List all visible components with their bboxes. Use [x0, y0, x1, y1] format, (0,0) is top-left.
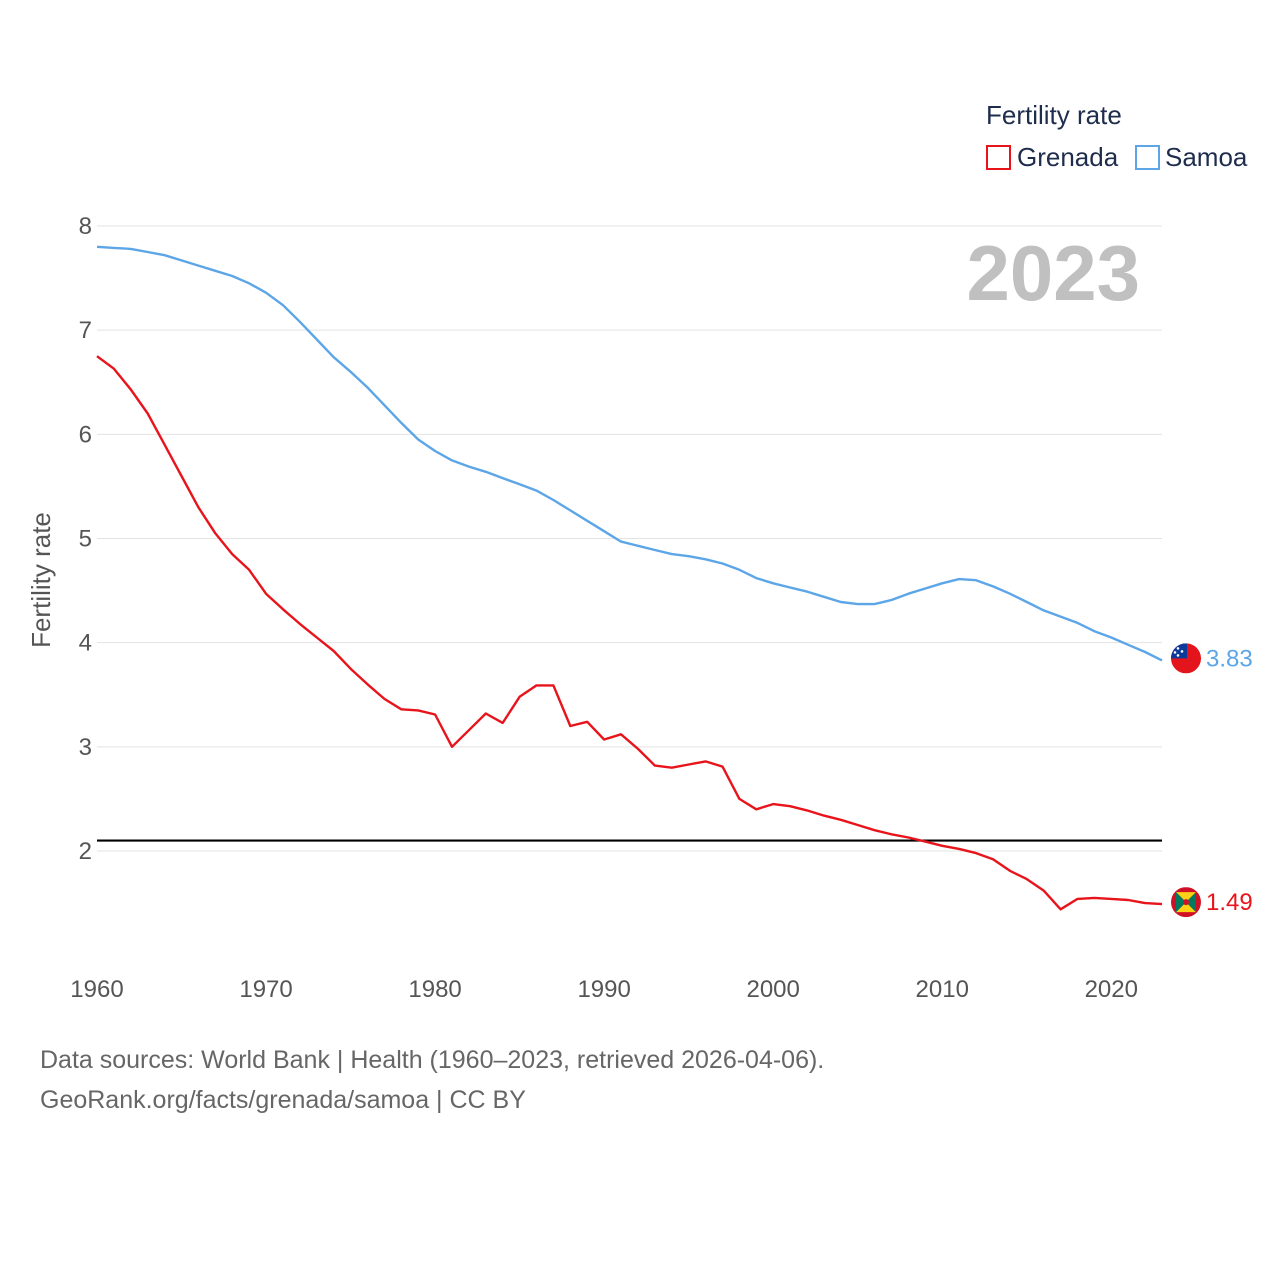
- legend-label-grenada[interactable]: Grenada: [1017, 142, 1119, 172]
- source-link[interactable]: GeoRank.org/facts/grenada/samoa | CC BY: [40, 1086, 526, 1114]
- x-tick-label: 1970: [239, 976, 292, 1003]
- x-tick-label: 2020: [1085, 976, 1138, 1003]
- y-tick-label: 8: [79, 213, 92, 240]
- y-tick-label: 2: [79, 838, 92, 865]
- x-tick-label: 2010: [916, 976, 969, 1003]
- footer: Data sources: World Bank | Health (1960–…: [40, 1040, 824, 1120]
- y-tick-labels: 2 3 4 5 6 7 8: [79, 213, 92, 865]
- grenada-flag-icon: [1171, 887, 1201, 918]
- y-tick-label: 7: [79, 317, 92, 344]
- x-tick-label: 1980: [408, 976, 461, 1003]
- series-line-samoa: [96, 245, 1163, 662]
- x-tick-label: 2000: [746, 976, 799, 1003]
- legend-title: Fertility rate: [986, 100, 1122, 130]
- data-source-text: Data sources: World Bank | Health (1960–…: [40, 1046, 825, 1074]
- grenada-end-label: 1.49: [1206, 889, 1253, 916]
- x-tick-label: 1960: [70, 976, 123, 1003]
- legend-label-samoa[interactable]: Samoa: [1165, 142, 1248, 172]
- y-tick-label: 6: [79, 421, 92, 448]
- grid-lines: [97, 225, 1162, 852]
- x-tick-label: 1990: [577, 976, 630, 1003]
- legend-swatch-grenada[interactable]: [986, 145, 1011, 170]
- y-axis-title: Fertility rate: [26, 512, 56, 648]
- year-watermark: 2023: [966, 229, 1140, 317]
- y-tick-label: 5: [79, 526, 92, 553]
- y-tick-label: 3: [79, 734, 92, 761]
- series-line-grenada: [96, 355, 1163, 911]
- samoa-flag-icon: [1171, 643, 1201, 674]
- samoa-end-label: 3.83: [1206, 645, 1253, 672]
- x-tick-labels: 1960 1970 1980 1990 2000 2010 2020: [70, 976, 1138, 1003]
- series-lines: [96, 245, 1163, 911]
- y-tick-label: 4: [79, 630, 92, 657]
- legend-swatch-samoa[interactable]: [1135, 145, 1160, 170]
- legend: Fertility rate Grenada Samoa: [986, 100, 1248, 172]
